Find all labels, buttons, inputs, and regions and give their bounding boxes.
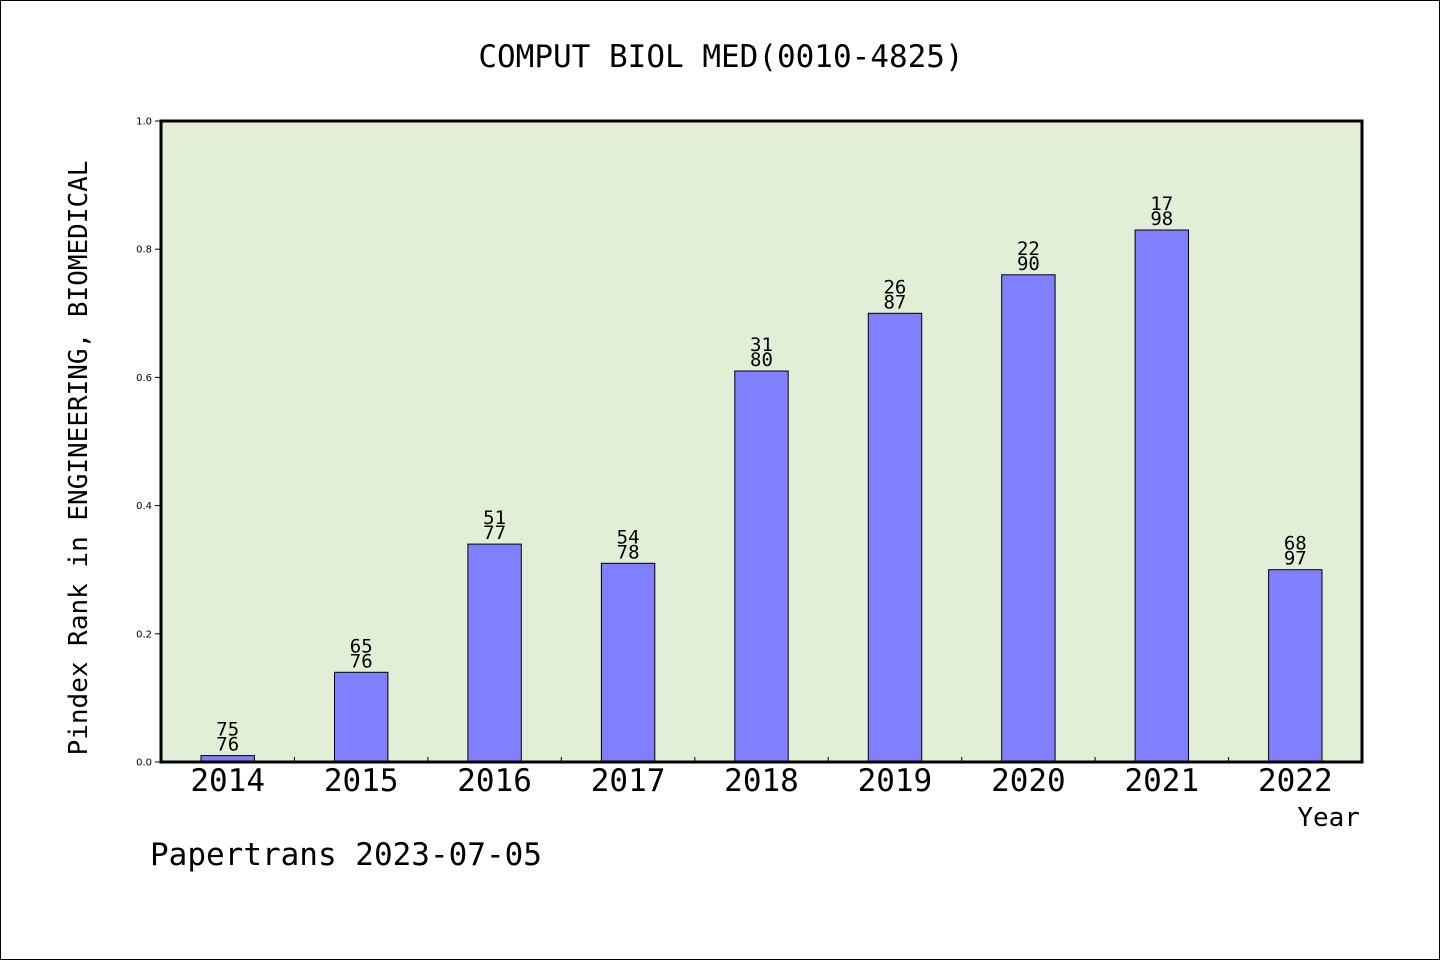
x-tick-label: 2017 — [591, 763, 666, 799]
bar-total-label: 98 — [1150, 208, 1173, 230]
bar-rank-label: 54 — [617, 526, 640, 548]
footer-stamp: Papertrans 2023-07-05 — [150, 837, 542, 873]
bar-2017 — [600, 562, 656, 763]
bar-total-label: 76 — [216, 734, 239, 756]
bar-rank-label: 75 — [216, 719, 239, 741]
bar-2022 — [1268, 569, 1323, 763]
bar-rank-label: 22 — [1017, 238, 1040, 260]
x-tick-label: 2022 — [1258, 763, 1333, 799]
x-tick-label: 2015 — [324, 763, 399, 799]
chart-title: COMPUT BIOL MED(0010-4825) — [478, 39, 963, 75]
x-axis-label: Year — [1297, 803, 1360, 833]
x-tick-label: 2020 — [991, 763, 1066, 799]
x-tick-label: 2014 — [190, 763, 265, 799]
bar-total-label: 97 — [1284, 548, 1307, 570]
bar-2018 — [734, 370, 789, 763]
x-axis-ticks: 2014 2015 2016 2017 2018 2019 2020 2021 2022 — [190, 757, 1333, 799]
bar-rank-label: 51 — [483, 507, 506, 529]
bar-rank-label: 26 — [883, 276, 906, 298]
bar-total-label: 87 — [883, 291, 906, 313]
bar-2015 — [334, 671, 389, 763]
bar-2019 — [867, 312, 923, 763]
y-tick-label: 1.0 — [136, 117, 152, 128]
bar-rank-label: 31 — [750, 334, 773, 356]
bar-rank-label: 68 — [1284, 533, 1307, 555]
x-tick-label: 2019 — [858, 763, 933, 799]
bar-total-label: 76 — [350, 650, 373, 672]
bar-rank-label: 17 — [1150, 193, 1173, 215]
bar-total-label: 80 — [750, 349, 773, 371]
y-tick-label: 0.2 — [136, 629, 152, 640]
y-axis-ticks: 0.0 0.2 0.4 0.6 0.8 1.0 — [136, 117, 161, 769]
x-tick-label: 2018 — [724, 763, 799, 799]
bars-layer — [200, 229, 1323, 763]
bar-total-label: 77 — [483, 522, 506, 544]
plot-border — [159, 119, 1364, 764]
bar-rank-label: 65 — [350, 635, 373, 657]
bar-2016 — [467, 543, 522, 763]
y-axis-label: Pindex Rank in ENGINEERING, BIOMEDICAL — [64, 161, 94, 756]
y-tick-label: 0.0 — [136, 758, 152, 769]
y-tick-label: 0.8 — [136, 245, 152, 256]
y-tick-label: 0.6 — [136, 373, 152, 384]
x-tick-label: 2016 — [457, 763, 532, 799]
x-tick-label: 2021 — [1124, 763, 1199, 799]
bar-2020 — [1001, 274, 1056, 763]
bar-total-label: 90 — [1017, 253, 1040, 275]
bar-2021 — [1134, 229, 1189, 763]
bar-total-label: 78 — [617, 541, 640, 563]
y-tick-label: 0.4 — [136, 501, 152, 512]
